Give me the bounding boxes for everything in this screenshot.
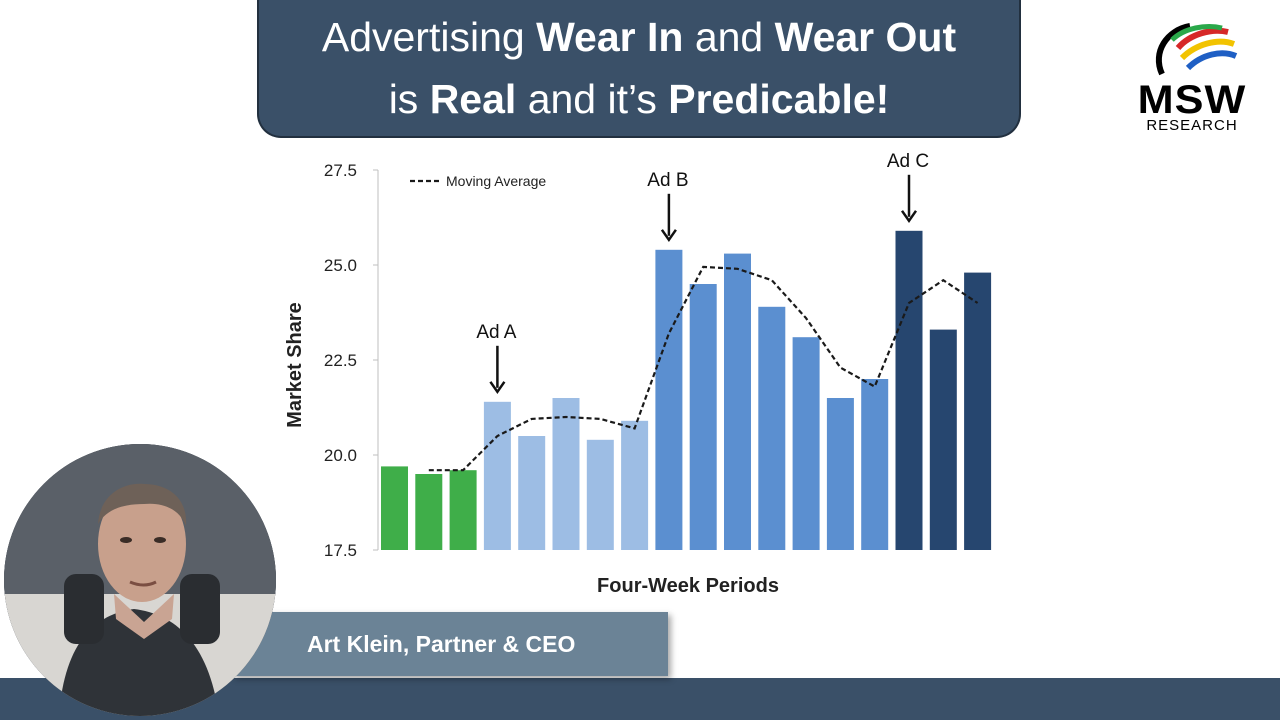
bar [861, 379, 889, 550]
market-share-chart: 17.5 20.0 22.5 25.0 27.5 Moving Average Ad A Ad… [284, 151, 992, 597]
title-text: and [683, 14, 775, 60]
bar [929, 329, 957, 550]
bar [964, 272, 992, 550]
title-text: is [388, 76, 430, 122]
bar [552, 398, 580, 550]
logo-subtitle: RESEARCH [1146, 117, 1238, 134]
y-tick-label: 27.5 [324, 161, 357, 180]
bar [483, 401, 511, 550]
bar [826, 398, 854, 550]
title-emphasis: Real [429, 76, 517, 122]
y-tick-label: 20.0 [324, 446, 357, 465]
bar [758, 306, 786, 550]
presenter-webcam [4, 444, 276, 716]
y-axis-title: Market Share [284, 302, 306, 428]
moving-average-line [428, 265, 979, 472]
bar [381, 466, 408, 550]
annotation-arrow-head [900, 210, 918, 223]
title-banner: Advertising Wear In and Wear Out is Real… [257, 0, 1021, 138]
bar [415, 474, 443, 550]
bar [586, 439, 614, 550]
msw-research-logo: MSW RESEARCH [1122, 22, 1262, 136]
legend-label: Moving Average [446, 173, 546, 189]
bar [724, 253, 751, 550]
title-emphasis: Predicable! [668, 76, 890, 122]
bar [689, 284, 717, 550]
bar [518, 436, 546, 550]
presenter-name-tag: Art Klein, Partner & CEO [232, 612, 668, 676]
bar [792, 337, 820, 550]
title-emphasis: Wear Out [774, 14, 957, 60]
title-line-1: Advertising Wear In and Wear Out [259, 6, 1019, 68]
annotation-arrow-head [660, 229, 677, 242]
title-text: Advertising [321, 14, 537, 60]
y-tick-label: 22.5 [324, 351, 357, 370]
presenter-video-image [4, 444, 276, 716]
annotation-label: Ad B [647, 170, 688, 191]
annotation-arrow-head [489, 381, 506, 394]
y-tick-label: 17.5 [324, 541, 357, 560]
title-emphasis: Wear In [536, 14, 684, 60]
x-axis-title: Four-Week Periods [597, 575, 779, 597]
bar [655, 249, 683, 551]
presenter-name: Art Klein, Partner & CEO [307, 631, 576, 657]
bar [449, 470, 477, 550]
annotation-label: Ad C [887, 151, 929, 172]
title-text: and it’s [516, 76, 669, 122]
logo-name: MSW [1137, 78, 1247, 122]
bar [621, 420, 649, 550]
logo-swoosh-icon [1155, 23, 1238, 76]
bar [895, 230, 923, 551]
annotation-label: Ad A [476, 322, 516, 343]
y-tick-label: 25.0 [324, 256, 357, 275]
title-line-2: is Real and it’s Predicable! [259, 68, 1019, 130]
